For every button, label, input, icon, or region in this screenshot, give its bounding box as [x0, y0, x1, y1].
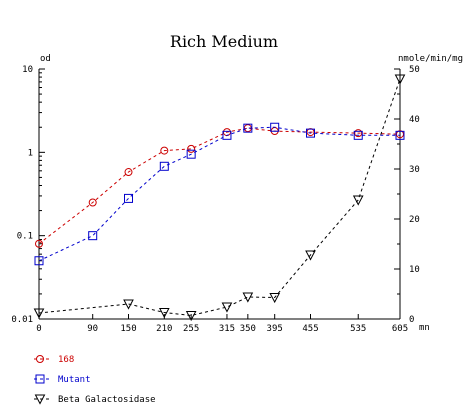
- x-axis-tick-label: 255: [183, 324, 199, 334]
- series-1-point: [88, 231, 98, 241]
- left-axis-unit-label: od: [40, 54, 51, 64]
- series-0-point: [88, 198, 97, 207]
- series-2-point: [394, 74, 406, 85]
- right-axis-tick-label: 10: [409, 265, 420, 275]
- right-axis-tick-label: 30: [409, 165, 420, 175]
- series-2-point: [33, 308, 45, 319]
- left-axis-tick-label: 0.01: [11, 315, 33, 325]
- x-axis-tick-label: 455: [302, 324, 318, 334]
- series-1-point: [124, 193, 134, 203]
- series-2-point: [352, 195, 364, 206]
- series-2-point: [242, 292, 254, 303]
- series-2-point: [158, 308, 170, 319]
- legend-label-2: Beta Galactosidase: [58, 395, 156, 405]
- right-axis-tick-label: 40: [409, 115, 420, 125]
- x-axis-unit-label: mn: [419, 323, 430, 333]
- series-2-point: [305, 250, 316, 261]
- x-axis-tick-label: 0: [36, 324, 41, 334]
- legend-label-1: Mutant: [58, 375, 91, 385]
- series-2-point: [221, 302, 233, 313]
- series-0-point: [187, 144, 196, 153]
- x-axis-tick-label: 605: [392, 324, 408, 334]
- plot-layer: 0.01 0.1 1 10 0 10 20 30 40 50 0 90 150 210 255 315 350 3…: [11, 65, 420, 405]
- series-2-point: [185, 311, 197, 322]
- series-1-point: [353, 130, 363, 140]
- series-2-point: [123, 299, 134, 310]
- series-1-point: [159, 161, 169, 171]
- x-axis-tick-label: 395: [267, 324, 283, 334]
- series-1-point: [395, 130, 405, 140]
- series-line-2: [38, 78, 401, 317]
- legend-marker-0: [36, 355, 44, 363]
- legend-marker-1: [35, 374, 45, 384]
- x-axis-tick-label: 350: [240, 324, 256, 334]
- x-axis-tick-label: 90: [87, 324, 98, 334]
- series-0-point: [35, 239, 43, 248]
- left-axis-tick-label: 1: [28, 148, 33, 158]
- x-axis-tick-label: 150: [120, 324, 136, 334]
- series-1-point: [186, 149, 196, 159]
- legend-label-0: 168: [58, 355, 74, 365]
- series-1-point: [305, 128, 315, 138]
- series-0-point: [160, 146, 169, 155]
- right-axis-tick-label: 50: [409, 65, 420, 75]
- series-line-0: [38, 127, 401, 245]
- series-1-point: [222, 130, 232, 140]
- x-axis-tick-label: 535: [350, 324, 366, 334]
- series-1-point: [34, 256, 44, 266]
- left-axis-tick-label: 10: [22, 65, 33, 75]
- right-axis-tick-label: 20: [409, 215, 420, 225]
- left-axis-tick-label: 0.1: [17, 232, 33, 242]
- legend-marker-2: [34, 394, 46, 405]
- series-1-point: [243, 123, 253, 133]
- series-line-1: [38, 126, 400, 262]
- series-0-point: [124, 168, 133, 177]
- x-axis-tick-label: 315: [219, 324, 235, 334]
- x-axis-tick-label: 210: [156, 324, 172, 334]
- chart-title: Rich Medium: [170, 32, 278, 51]
- series-2-point: [269, 293, 281, 304]
- right-axis-tick-label: 0: [409, 315, 414, 325]
- right-axis-unit-label: nmole/min/mg: [398, 54, 463, 64]
- series-1-point: [270, 122, 280, 132]
